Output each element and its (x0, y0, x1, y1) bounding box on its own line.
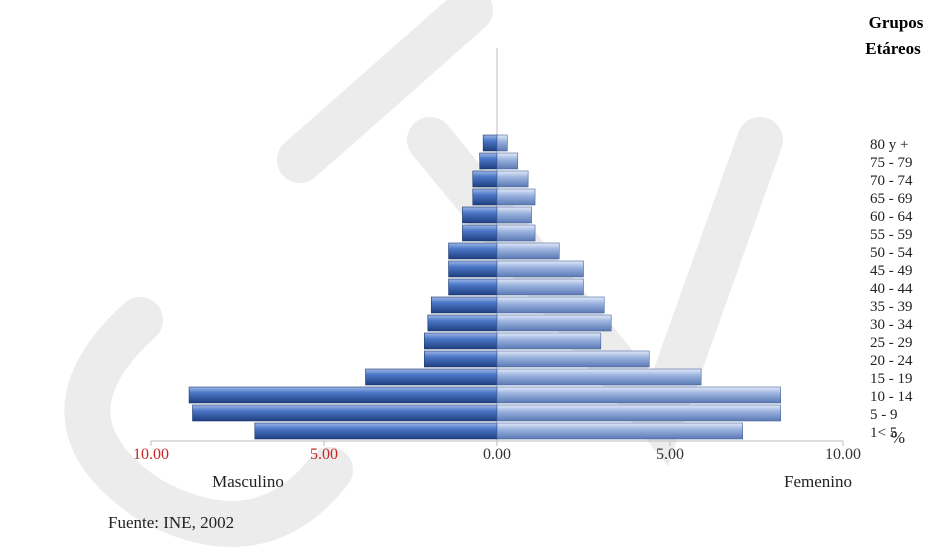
bar-male (448, 260, 498, 278)
bar-female (496, 422, 743, 440)
bar-female (496, 278, 584, 296)
bar-male (479, 152, 498, 170)
bar-female (496, 386, 782, 404)
x-tick-label: 10.00 (133, 446, 169, 463)
age-group-label: 65 - 69 (870, 191, 913, 207)
masculino-label: Masculino (212, 472, 284, 491)
bar-male (427, 314, 498, 332)
bar-male (462, 224, 498, 242)
source-note: Fuente: INE, 2002 (108, 513, 234, 532)
age-group-label: 40 - 44 (870, 281, 913, 297)
bar-female (496, 314, 612, 332)
bar-female (496, 332, 602, 350)
watermark-stroke-1 (277, 0, 493, 183)
x-tick-label: 5.00 (656, 446, 684, 463)
legend-title-line1: Grupos (869, 13, 924, 32)
bar-female (496, 368, 702, 386)
age-group-label: 25 - 29 (870, 335, 913, 351)
bar-male (424, 350, 498, 368)
unit-label: % (891, 428, 905, 447)
age-group-label: 45 - 49 (870, 263, 913, 279)
bar-male (448, 242, 498, 260)
bar-female (496, 224, 536, 242)
age-group-label: 80 y + (870, 137, 908, 153)
bar-male (430, 296, 498, 314)
age-group-label: 75 - 79 (870, 155, 913, 171)
age-group-label: 60 - 64 (870, 209, 913, 225)
age-group-label: 20 - 24 (870, 353, 913, 369)
age-group-label: 1< 5 (870, 425, 897, 441)
age-group-label: 10 - 14 (870, 389, 913, 405)
male-bars (188, 134, 498, 440)
age-group-label: 5 - 9 (870, 407, 898, 423)
bar-female (496, 170, 529, 188)
age-group-labels: 1< 5 5 - 9 10 - 14 15 - 19 20 - 24 25 - 29 30 … (870, 137, 913, 441)
bar-male (424, 332, 498, 350)
x-tick-label: 5.00 (310, 446, 338, 463)
bar-female (496, 350, 650, 368)
femenino-label: Femenino (784, 472, 852, 491)
bar-male (365, 368, 498, 386)
bar-female (496, 134, 508, 152)
age-group-label: 30 - 34 (870, 317, 913, 333)
bar-female (496, 206, 532, 224)
bar-female (496, 260, 584, 278)
x-tick-label: 0.00 (483, 446, 511, 463)
bar-male (472, 188, 498, 206)
legend-title-line2: Etáreos (865, 39, 921, 58)
age-group-label: 70 - 74 (870, 173, 913, 189)
female-bars (496, 134, 782, 440)
bar-male (188, 386, 498, 404)
age-group-label: 35 - 39 (870, 299, 913, 315)
bar-male (462, 206, 498, 224)
bar-female (496, 404, 782, 422)
bar-female (496, 296, 605, 314)
bar-male (482, 134, 498, 152)
bar-male (472, 170, 498, 188)
x-tick-label: 10.00 (825, 446, 861, 463)
age-group-label: 55 - 59 (870, 227, 913, 243)
age-group-label: 50 - 54 (870, 245, 913, 261)
bar-male (448, 278, 498, 296)
bar-female (496, 152, 519, 170)
bar-male (254, 422, 498, 440)
age-group-label: 15 - 19 (870, 371, 913, 387)
watermark-stroke-2 (64, 297, 353, 547)
bar-female (496, 242, 560, 260)
bar-male (192, 404, 498, 422)
bar-female (496, 188, 536, 206)
x-tick-labels: 10.00 5.00 0.00 5.00 10.00 (133, 446, 861, 463)
